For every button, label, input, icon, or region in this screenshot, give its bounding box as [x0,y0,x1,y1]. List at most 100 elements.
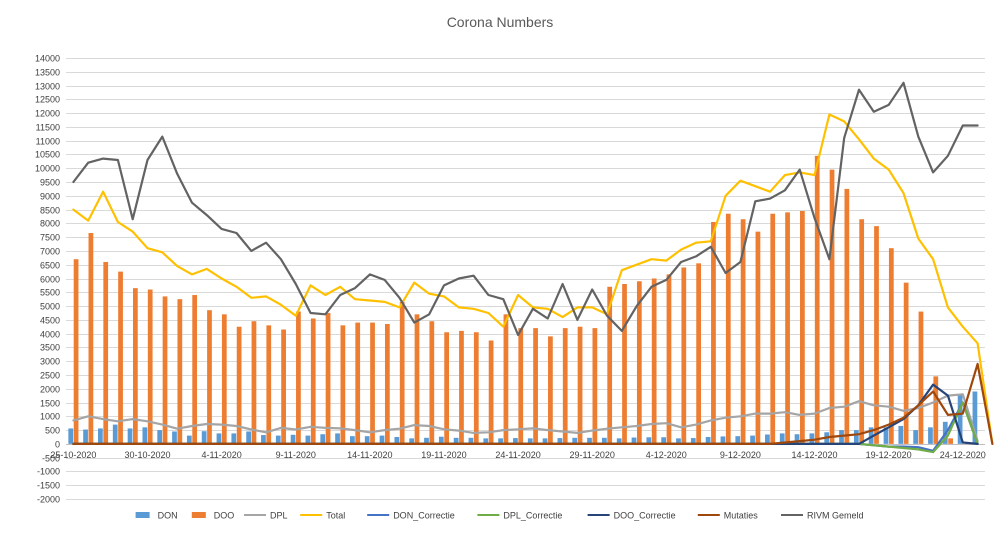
bar [364,436,370,444]
bar [948,438,953,444]
bar [577,326,583,444]
bar [933,376,939,444]
x-tick-label: 24-11-2020 [495,450,540,460]
bar [305,435,311,444]
bar [527,438,533,444]
bar [681,267,687,444]
legend-label: RIVM Gemeld [807,511,864,521]
y-tick-label: 3000 [40,357,60,367]
line-series-mutaties [72,362,994,445]
bar [844,188,850,444]
bar [587,437,592,444]
bar [483,438,489,444]
bar [290,434,296,444]
y-tick-label: 1500 [40,399,60,409]
x-tick-label: 29-11-2020 [570,450,615,460]
y-tick-label: 2000 [40,385,60,395]
bar [88,233,94,444]
line-series-rivm-gemeld [72,81,979,337]
bar [928,427,933,444]
bar [888,248,894,444]
bar [711,221,716,444]
bar [68,428,74,444]
y-tick-label: 7000 [40,247,60,257]
bar [800,210,805,444]
bar [438,436,444,444]
bar [705,436,711,444]
y-tick-label: -2000 [37,495,60,505]
bar [127,428,133,444]
x-tick-label: 14-12-2020 [792,450,838,460]
bar [829,169,835,444]
bar [296,311,301,444]
bar [409,438,415,444]
legend-swatch [191,512,206,518]
bar [898,425,904,444]
line-series-dpl [72,393,979,443]
bar [379,435,385,444]
legend-label: DOO_Correctie [614,511,676,521]
bar [518,328,524,444]
bar [616,438,622,444]
bar-series-layer [68,155,978,444]
bar [794,434,800,444]
line-series-total [72,113,994,445]
bar [394,436,400,444]
bar [177,299,183,444]
bar [903,282,909,444]
y-tick-label: 2500 [40,371,60,381]
x-tick-label: 24-12-2020 [940,450,986,460]
bar [814,155,820,444]
bar [103,261,109,444]
bar [172,431,177,444]
y-tick-label: 12000 [35,109,60,119]
bar [725,213,731,444]
bar [740,219,746,444]
x-tick-label: 25-10-2020 [50,450,96,460]
x-tick-label: 9-11-2020 [276,450,316,460]
legend-item-don: DON [135,511,178,521]
bar [572,437,578,444]
bar [275,435,281,444]
x-tick-label: 30-10-2020 [125,450,171,460]
bar [216,433,222,444]
y-tick-label: 10500 [35,150,60,160]
y-tick-label: 4000 [40,330,60,340]
bar [157,430,163,444]
bar [429,321,435,444]
legend-item-total: Total [300,511,345,521]
bar [310,318,316,444]
bar [874,226,879,444]
legend-item-doo: DOO [191,511,234,521]
bar [221,314,227,444]
bar [513,438,518,444]
legend-item-mutaties: Mutaties [697,511,759,521]
y-tick-label: 500 [45,426,60,436]
legend-label: Mutaties [724,511,759,521]
bar [201,431,207,444]
bar [868,427,874,444]
bar [918,311,924,444]
legend-item-doo-correctie: DOO_Correctie [587,511,676,521]
bar [498,438,503,444]
bar [913,430,919,444]
bar [468,437,474,444]
bar [266,325,272,444]
y-tick-label: 5000 [40,302,60,312]
y-tick-label: 5500 [40,288,60,298]
y-tick-label: 14000 [35,54,60,64]
bar [370,322,375,444]
legend-label: DPL_Correctie [503,511,562,521]
y-tick-label: 8500 [40,206,60,216]
y-tick-label: 13000 [35,82,60,92]
y-tick-label: 9500 [40,178,60,188]
y-tick-label: 10000 [35,164,60,174]
bar [557,438,563,444]
bar [755,231,761,444]
y-tick-label: 6500 [40,261,60,271]
x-tick-label: 19-11-2020 [421,450,466,460]
bar [631,437,637,444]
bar [186,435,192,444]
y-tick-label: 11000 [36,137,60,147]
